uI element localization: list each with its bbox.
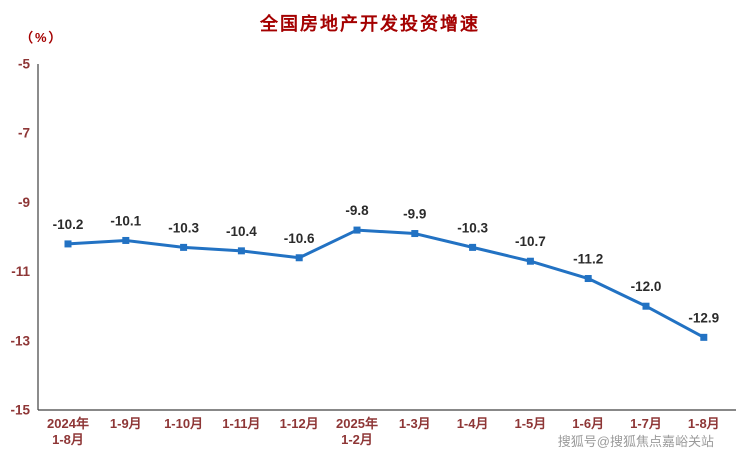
data-point-marker bbox=[122, 236, 130, 244]
chart-title: 全国房地产开发投资增速 bbox=[260, 14, 480, 34]
data-point-label: -10.3 bbox=[457, 220, 488, 235]
y-axis-tick-label: -5 bbox=[18, 57, 30, 72]
x-axis-tick-label: 1-10月 bbox=[164, 416, 203, 431]
data-point-label: -10.7 bbox=[515, 234, 546, 249]
data-point-marker bbox=[700, 333, 708, 341]
y-axis-tick-label: -9 bbox=[18, 195, 30, 210]
x-axis-tick-label: 2024年 1-8月 bbox=[47, 416, 89, 447]
y-axis-tick-label: -13 bbox=[10, 333, 30, 348]
data-point-marker bbox=[469, 243, 477, 251]
y-axis-tick-label: -15 bbox=[10, 403, 30, 418]
x-axis-tick-label: 1-6月 bbox=[572, 416, 604, 431]
x-axis-tick-label: 1-7月 bbox=[630, 416, 662, 431]
x-axis-tick-label: 1-11月 bbox=[222, 416, 260, 431]
data-point-label: -10.3 bbox=[168, 220, 199, 235]
data-point-label: -12.0 bbox=[631, 279, 662, 294]
y-axis-tick-label: -11 bbox=[11, 264, 30, 279]
data-point-marker bbox=[584, 275, 592, 283]
data-point-marker bbox=[642, 302, 650, 310]
y-axis-tick-label: -7 bbox=[18, 126, 30, 141]
data-point-label: -10.2 bbox=[53, 217, 84, 232]
data-point-marker bbox=[526, 257, 534, 265]
data-point-label: -10.1 bbox=[110, 213, 141, 228]
data-point-label: -12.9 bbox=[688, 310, 719, 325]
investment-growth-line bbox=[67, 228, 705, 339]
data-point-marker bbox=[180, 243, 188, 251]
data-point-label: -11.2 bbox=[573, 252, 603, 267]
data-point-marker bbox=[411, 230, 419, 238]
data-point-label: -9.8 bbox=[345, 203, 369, 218]
x-axis-tick-label: 1-4月 bbox=[457, 416, 489, 431]
x-axis-tick-label: 2025年 1-2月 bbox=[336, 416, 378, 447]
watermark: 搜狐号@搜狐焦点嘉峪关站 bbox=[557, 434, 714, 449]
data-point-label: -9.9 bbox=[403, 207, 426, 222]
y-axis-unit-label: （%） bbox=[20, 30, 64, 45]
data-point-label: -10.4 bbox=[226, 224, 257, 239]
x-axis-tick-label: 1-5月 bbox=[515, 416, 547, 431]
x-axis-tick-label: 1-8月 bbox=[688, 416, 720, 431]
data-point-marker bbox=[295, 254, 303, 262]
data-point-label: -10.6 bbox=[284, 231, 315, 246]
data-point-marker bbox=[64, 240, 72, 248]
data-point-marker bbox=[353, 226, 361, 234]
x-axis-tick-label: 1-9月 bbox=[110, 416, 142, 431]
data-point-marker bbox=[237, 247, 245, 255]
x-axis-tick-label: 1-12月 bbox=[280, 416, 319, 431]
x-axis-tick-label: 1-3月 bbox=[399, 416, 431, 431]
